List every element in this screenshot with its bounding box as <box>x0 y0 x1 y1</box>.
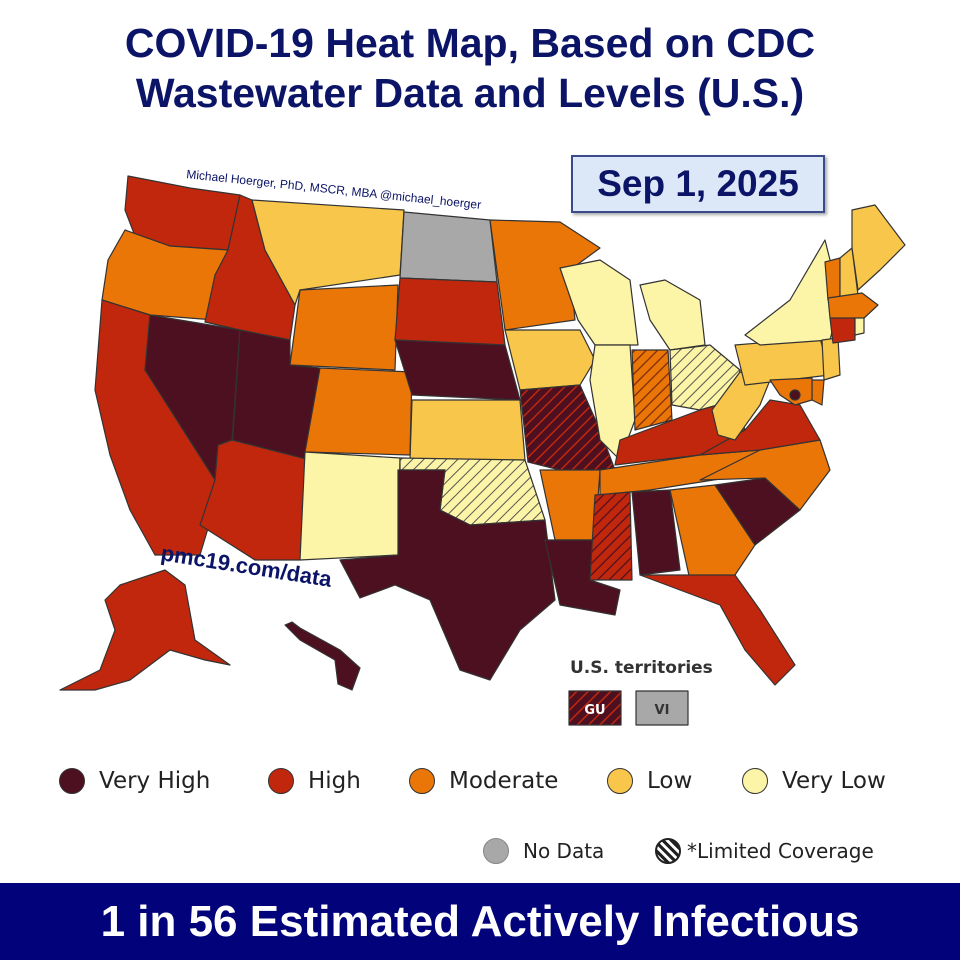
legend-label-no-data: No Data <box>523 839 605 863</box>
state-florida <box>639 574 796 686</box>
legend-very-high: Very High <box>59 768 210 794</box>
territory-vi-label: VI <box>655 703 670 718</box>
state-maine <box>851 204 906 291</box>
state-north-dakota <box>399 211 498 283</box>
legend-swatch-low <box>607 768 633 794</box>
legend-swatch-no-data <box>483 838 509 864</box>
title-line-1: COVID-19 Heat Map, Based on CDC <box>124 20 816 66</box>
state-west-virginia <box>711 371 771 441</box>
legend-label-very-low: Very Low <box>782 768 886 794</box>
state-wyoming <box>289 284 399 371</box>
state-georgia <box>669 484 756 581</box>
state-wisconsin <box>559 259 639 346</box>
state-nebraska <box>394 339 521 401</box>
state-arkansas <box>539 469 601 541</box>
state-pennsylvania <box>734 337 831 386</box>
legend-swatch-moderate <box>409 768 435 794</box>
legend-very-low: Very Low <box>742 768 886 794</box>
legend-swatch-very-high <box>59 768 85 794</box>
state-indiana <box>631 349 673 431</box>
territory-vi-box <box>635 690 689 726</box>
state-massachusetts <box>827 292 879 321</box>
state-alabama <box>631 489 681 576</box>
legend-label-high: High <box>308 768 361 794</box>
state-south-dakota <box>394 277 506 346</box>
state-iowa <box>504 329 596 391</box>
legend-swatch-high <box>268 768 294 794</box>
state-new-mexico <box>299 451 401 561</box>
legend-high: High <box>268 768 361 794</box>
state-new-york <box>744 239 841 346</box>
page-title: COVID-19 Heat Map, Based on CDC Wastewat… <box>0 18 940 118</box>
legend-label-very-high: Very High <box>99 768 211 794</box>
state-michigan <box>639 279 706 351</box>
legend-low: Low <box>607 768 692 794</box>
state-hawaii <box>284 621 361 691</box>
legend-label-low: Low <box>647 768 693 794</box>
territory-gu-box <box>568 690 622 726</box>
state-colorado <box>304 367 413 456</box>
state-virginia <box>699 399 821 456</box>
state-new-jersey <box>821 337 841 381</box>
legend-no-data: No Data <box>483 838 604 864</box>
territories-label: U.S. territories <box>570 658 713 678</box>
title-line-2: Wastewater Data and Levels (U.S.) <box>135 70 805 116</box>
state-vermont <box>824 257 841 301</box>
territory-gu-label: GU <box>584 703 605 718</box>
limited-coverage-icon <box>655 838 681 864</box>
legend-label-moderate: Moderate <box>449 768 559 794</box>
state-kansas <box>409 399 526 461</box>
legend-swatch-very-low <box>742 768 768 794</box>
state-dc <box>789 389 801 401</box>
state-connecticut <box>829 317 856 344</box>
bottom-banner: 1 in 56 Estimated Actively Infectious <box>0 883 960 960</box>
legend-moderate: Moderate <box>409 768 558 794</box>
date-badge: Sep 1, 2025 <box>571 155 825 213</box>
state-texas <box>339 469 556 681</box>
state-oregon <box>101 229 229 321</box>
legend-limited-coverage: *Limited Coverage <box>655 838 874 864</box>
state-delaware <box>811 379 825 406</box>
state-rhode-island <box>854 317 865 336</box>
state-mississippi <box>589 491 633 581</box>
state-alaska <box>59 569 231 691</box>
legend-label-limited-coverage: *Limited Coverage <box>687 839 874 863</box>
